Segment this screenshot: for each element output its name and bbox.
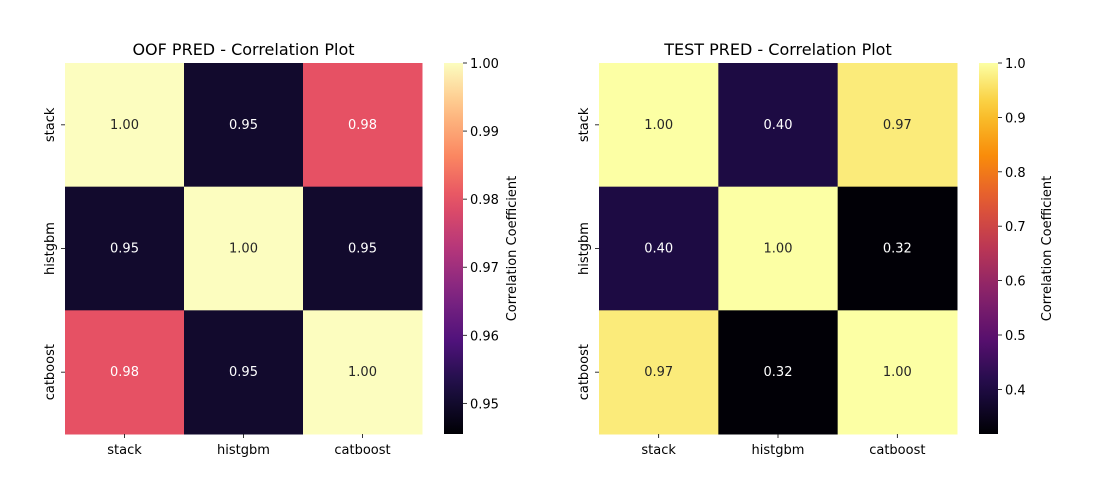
cell-value-label: 1.00 — [883, 365, 912, 380]
cell-value-label: 0.40 — [644, 242, 673, 257]
colorbar-tick-label: 0.6 — [1005, 275, 1026, 290]
heatmap-cell — [718, 310, 839, 435]
y-tick-label: stack — [577, 107, 592, 142]
cell-value-label: 0.32 — [883, 242, 912, 257]
cell-value-label: 1.00 — [348, 365, 377, 380]
heatmap-cell — [184, 310, 304, 435]
colorbar-label: Correlation Coefficient — [1040, 176, 1055, 322]
y-tick-label: histgbm — [43, 222, 58, 275]
colorbar — [979, 63, 998, 434]
x-tick-label: stack — [107, 443, 142, 458]
heatmap-cell — [599, 63, 719, 188]
heatmap-panel-2: TEST PRED - Correlation Plot 1.00 0.40 0.97… — [577, 40, 1055, 458]
y-tick-label: catboost — [577, 344, 592, 400]
heatmap-cell — [65, 186, 185, 311]
cell-value-label: 0.98 — [110, 365, 139, 380]
cell-value-label: 0.97 — [644, 365, 673, 380]
x-tick-label: histgbm — [752, 443, 805, 458]
y-tick-label: catboost — [43, 344, 58, 400]
colorbar-tick-label: 0.5 — [1005, 329, 1026, 344]
heatmap-cell — [303, 186, 423, 311]
x-tick-label: catboost — [869, 443, 925, 458]
colorbar-tick-label: 0.4 — [1005, 383, 1026, 398]
cell-value-label: 0.40 — [764, 118, 793, 133]
colorbar-tick-label: 1.00 — [470, 57, 499, 72]
colorbar — [444, 63, 463, 434]
heatmap-cell — [184, 63, 304, 188]
heatmap-cell — [599, 310, 719, 435]
colorbar-tick-label: 0.98 — [470, 193, 499, 208]
cell-value-label: 1.00 — [110, 118, 139, 133]
cell-value-label: 0.95 — [110, 242, 139, 257]
cell-value-label: 1.00 — [229, 242, 258, 257]
x-tick-label: histgbm — [217, 443, 270, 458]
heatmap-cell — [65, 310, 185, 435]
colorbar-tick-label: 1.0 — [1005, 57, 1026, 72]
chart-title: TEST PRED - Correlation Plot — [663, 40, 892, 59]
cell-value-label: 0.95 — [348, 242, 377, 257]
heatmap-panel-1: OOF PRED - Correlation Plot 1.00 0.95 0.98 0… — [43, 40, 520, 458]
cell-value-label: 1.00 — [764, 242, 793, 257]
heatmap-cell — [837, 186, 958, 311]
cell-value-label: 0.98 — [348, 118, 377, 133]
heatmap-cell — [303, 63, 423, 188]
cell-value-label: 0.95 — [229, 118, 258, 133]
colorbar-label: Correlation Coefficient — [505, 176, 520, 322]
x-tick-label: stack — [641, 443, 676, 458]
cell-value-label: 0.95 — [229, 365, 258, 380]
cell-value-label: 1.00 — [644, 118, 673, 133]
y-tick-label: stack — [43, 107, 58, 142]
colorbar-tick-label: 0.8 — [1005, 166, 1026, 181]
heatmap-cell — [184, 186, 304, 311]
chart-title: OOF PRED - Correlation Plot — [132, 40, 354, 59]
x-tick-label: catboost — [334, 443, 390, 458]
colorbar-tick-label: 0.9 — [1005, 111, 1026, 126]
heatmap-cell — [599, 186, 719, 311]
heatmap-cell — [718, 186, 839, 311]
heatmap-cell — [303, 310, 423, 435]
colorbar-tick-label: 0.99 — [470, 125, 499, 140]
heatmap-cell — [837, 63, 958, 188]
colorbar-tick-label: 0.95 — [470, 397, 499, 412]
cell-value-label: 0.32 — [764, 365, 793, 380]
heatmap-cell — [718, 63, 839, 188]
heatmap-cell — [837, 310, 958, 435]
heatmap-cell — [65, 63, 185, 188]
colorbar-tick-label: 0.97 — [470, 261, 499, 276]
colorbar-tick-label: 0.7 — [1005, 220, 1026, 235]
y-tick-label: histgbm — [577, 222, 592, 275]
colorbar-tick-label: 0.96 — [470, 329, 499, 344]
cell-value-label: 0.97 — [883, 118, 912, 133]
